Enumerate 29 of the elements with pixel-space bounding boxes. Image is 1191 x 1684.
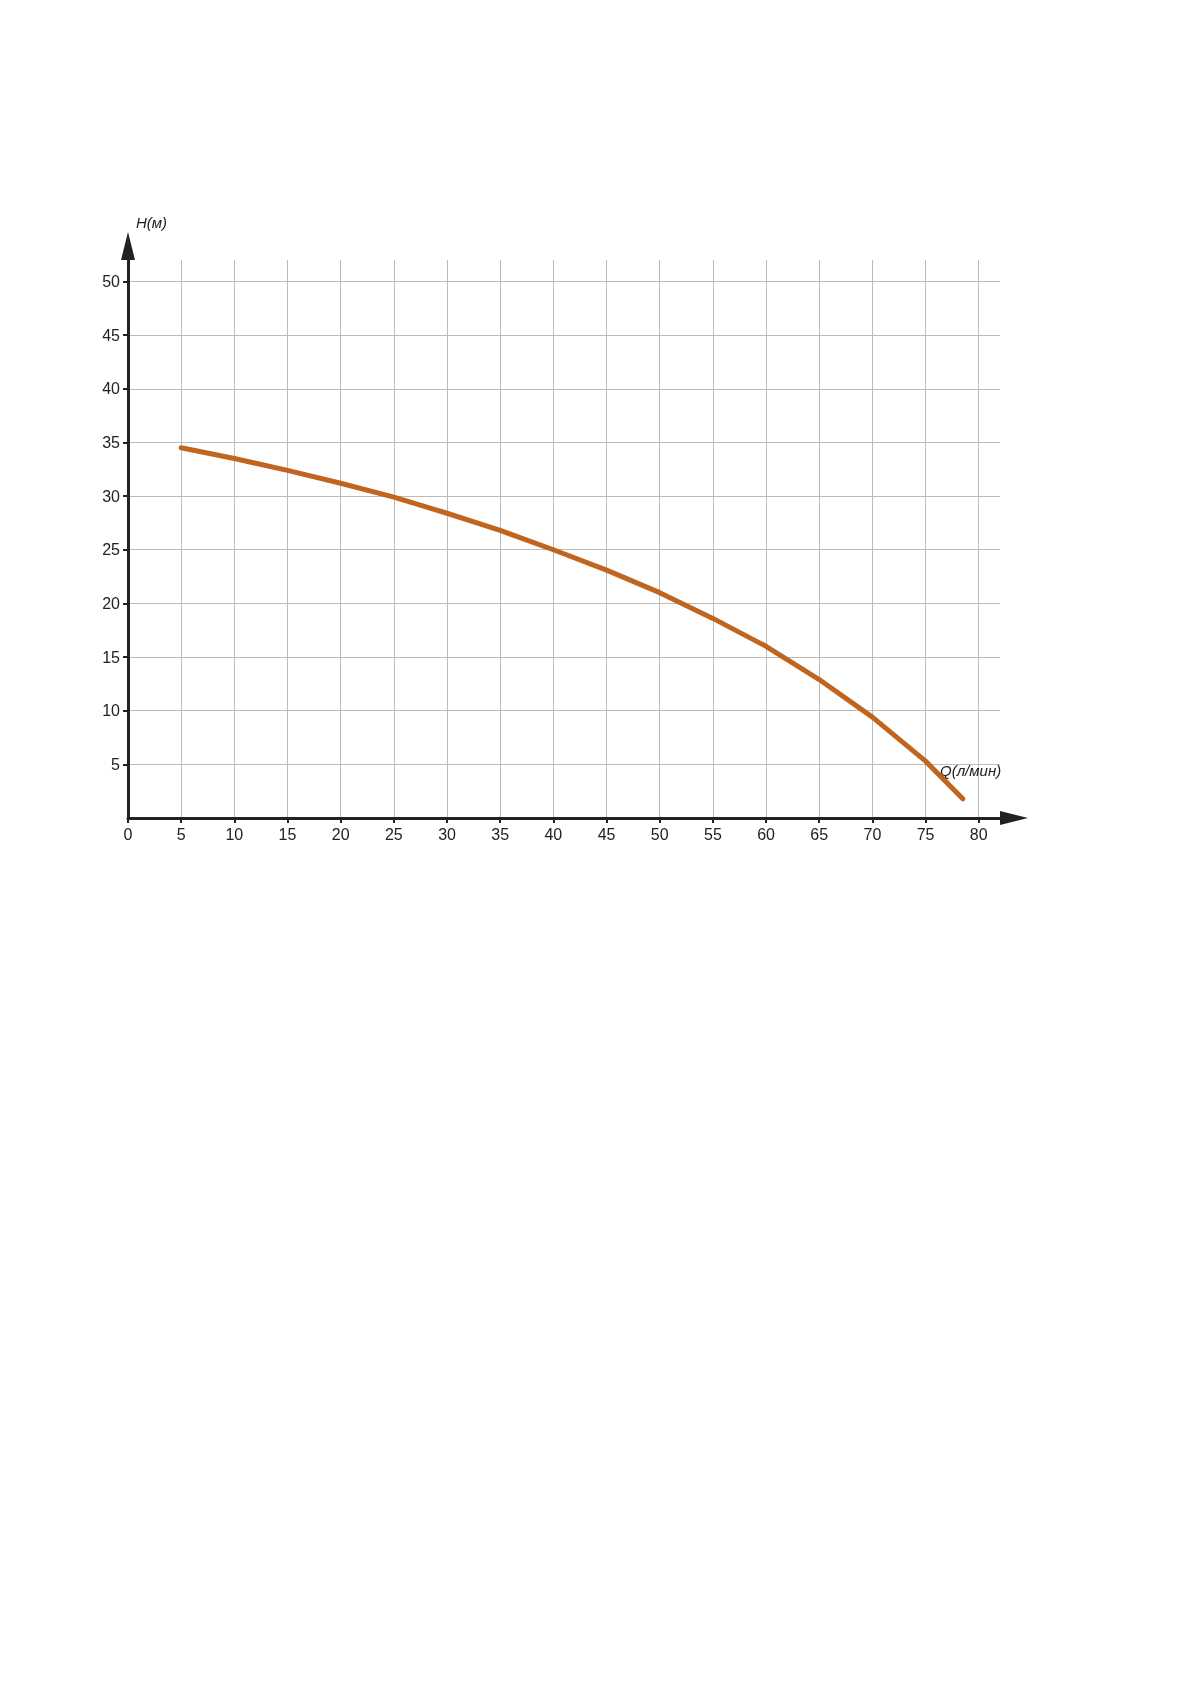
x-axis-title: Q(л/мин) <box>940 762 1002 779</box>
y-tick-label: 50 <box>102 272 121 290</box>
y-tick-label: 15 <box>102 648 121 666</box>
y-tick-label: 45 <box>102 326 121 344</box>
x-tick-label: 40 <box>544 825 563 843</box>
x-tick-label: 30 <box>438 825 457 843</box>
y-tick-label: 35 <box>102 433 121 451</box>
x-tick-label: 5 <box>176 825 186 843</box>
y-tick-label: 25 <box>102 541 121 559</box>
y-tick-label: 5 <box>111 755 121 773</box>
x-tick-label: 60 <box>757 825 776 843</box>
x-tick-label: 45 <box>597 825 616 843</box>
x-tick-label: 0 <box>123 825 133 843</box>
y-axis-title: H(м) <box>136 214 168 231</box>
x-tick-label: 55 <box>703 825 722 843</box>
y-tick-label: 30 <box>102 487 121 505</box>
x-tick-label: 70 <box>863 825 882 843</box>
x-tick-label: 15 <box>278 825 297 843</box>
x-tick-label: 50 <box>650 825 669 843</box>
y-tick-label: 20 <box>102 594 121 612</box>
y-tick-label: 10 <box>102 702 121 720</box>
x-tick-label: 75 <box>916 825 935 843</box>
x-tick-label: 20 <box>331 825 350 843</box>
y-tick-label: 40 <box>102 380 121 398</box>
x-tick-label: 25 <box>384 825 403 843</box>
x-tick-label: 35 <box>491 825 510 843</box>
x-tick-label: 10 <box>225 825 244 843</box>
x-tick-label: 65 <box>810 825 829 843</box>
x-tick-label: 80 <box>969 825 988 843</box>
